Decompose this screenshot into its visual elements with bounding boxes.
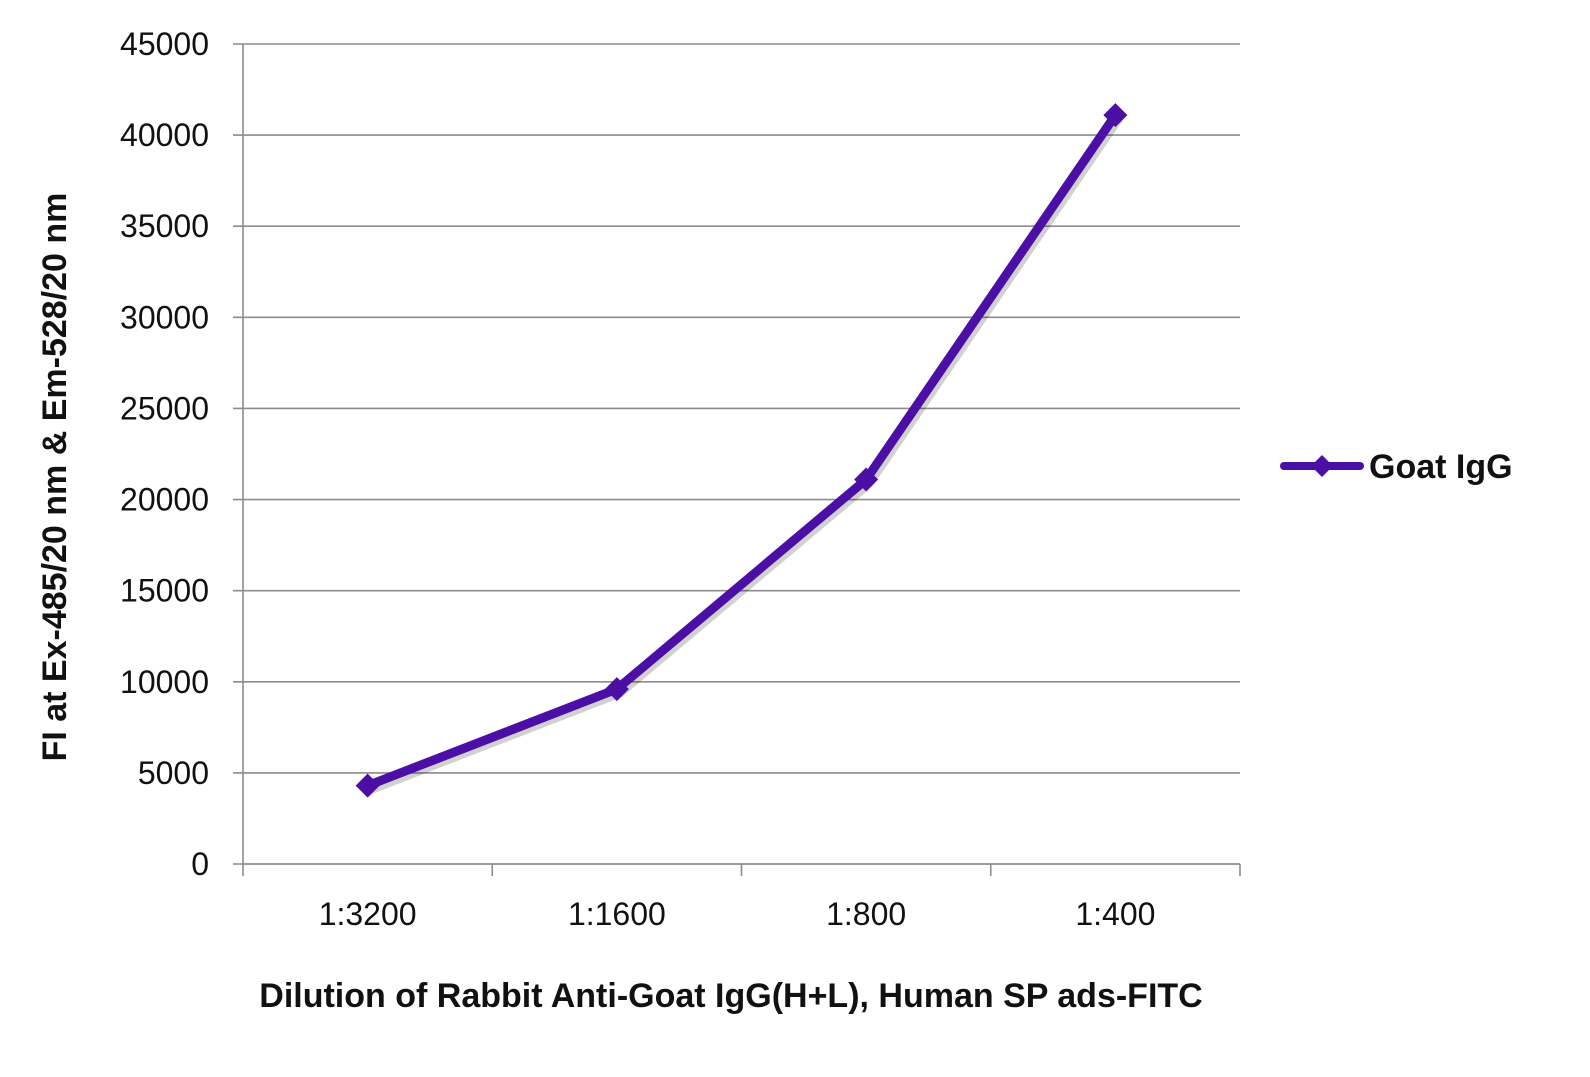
data-point-1-400 xyxy=(1103,103,1128,128)
series-group xyxy=(355,103,1128,798)
axes xyxy=(242,44,1241,876)
x-tick-label-1-1600: 1:1600 xyxy=(568,896,666,932)
y-axis-title: FI at Ex-485/20 nm & Em-528/20 nm xyxy=(36,193,74,762)
x-tick-label-1-3200: 1:3200 xyxy=(319,896,417,932)
x-axis-title: Dilution of Rabbit Anti-Goat IgG(H+L), H… xyxy=(259,977,1202,1015)
x-tick-label-1-400: 1:400 xyxy=(1075,896,1155,932)
y-tick-label-0: 0 xyxy=(191,846,209,882)
y-tick-label-25000: 25000 xyxy=(120,390,209,426)
x-tick-labels: 1:3200 1:1600 1:800 1:400 xyxy=(319,896,1156,932)
data-point-1-800 xyxy=(854,467,879,492)
legend-marker-goat-igg xyxy=(1311,455,1333,477)
legend-label-goat-igg: Goat IgG xyxy=(1369,448,1513,486)
series-shadow-goat-igg xyxy=(366,114,1123,795)
data-point-1-3200 xyxy=(355,773,380,798)
y-tick-label-10000: 10000 xyxy=(120,664,209,700)
data-point-1-1600 xyxy=(604,677,629,702)
y-tick-label-15000: 15000 xyxy=(120,573,209,609)
x-tick-label-1-800: 1:800 xyxy=(826,896,906,932)
y-tick-label-5000: 5000 xyxy=(138,755,209,791)
y-tick-label-45000: 45000 xyxy=(120,26,209,62)
series-line-goat-igg xyxy=(363,110,1120,791)
y-tick-label-30000: 30000 xyxy=(120,299,209,335)
legend: Goat IgG xyxy=(1280,448,1513,486)
y-tick-label-20000: 20000 xyxy=(120,482,209,518)
y-tick-label-35000: 35000 xyxy=(120,208,209,244)
y-tick-labels: 0 5000 10000 15000 20000 25000 30000 35000 40000… xyxy=(120,26,209,882)
y-tick-label-40000: 40000 xyxy=(120,117,209,153)
